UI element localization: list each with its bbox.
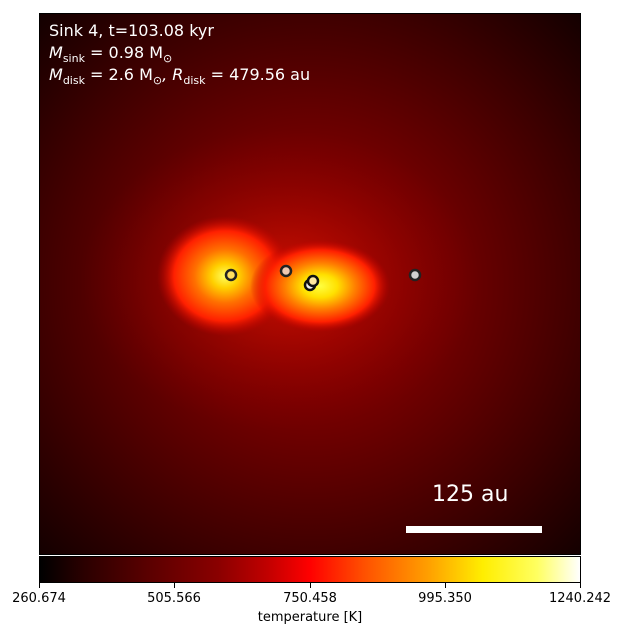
scale-bar [406, 526, 542, 533]
disk-properties: Mdisk = 2.6 M⊙, Rdisk = 479.56 au [49, 65, 311, 87]
temperature-map: Sink 4, t=103.08 kyr Msink = 0.98 M⊙ Mdi… [39, 13, 581, 555]
sink-marker [306, 274, 320, 288]
colorbar-tick [580, 583, 581, 588]
colorbar-label: temperature [K] [257, 610, 363, 625]
sink-marker [224, 268, 238, 282]
colorbar-tick-label: 995.350 [418, 591, 472, 606]
sink-marker [408, 268, 422, 282]
colorbar-tick [310, 583, 311, 588]
sink-mass: Msink = 0.98 M⊙ [49, 43, 173, 65]
colorbar-tick [174, 583, 175, 588]
colorbar-tick-label: 260.674 [12, 591, 66, 606]
sink-marker [279, 264, 293, 278]
temperature-image [40, 14, 580, 554]
sink-title: Sink 4, t=103.08 kyr [49, 21, 214, 40]
hot-region-center [250, 240, 390, 332]
colorbar-tick-label: 1240.242 [548, 591, 612, 606]
colorbar-tick-label: 505.566 [147, 591, 201, 606]
scale-bar-label: 125 au [432, 482, 509, 507]
colorbar-tick-label: 750.458 [283, 591, 337, 606]
colorbar-tick [39, 583, 40, 588]
colorbar-tick [445, 583, 446, 588]
colorbar [39, 556, 581, 583]
